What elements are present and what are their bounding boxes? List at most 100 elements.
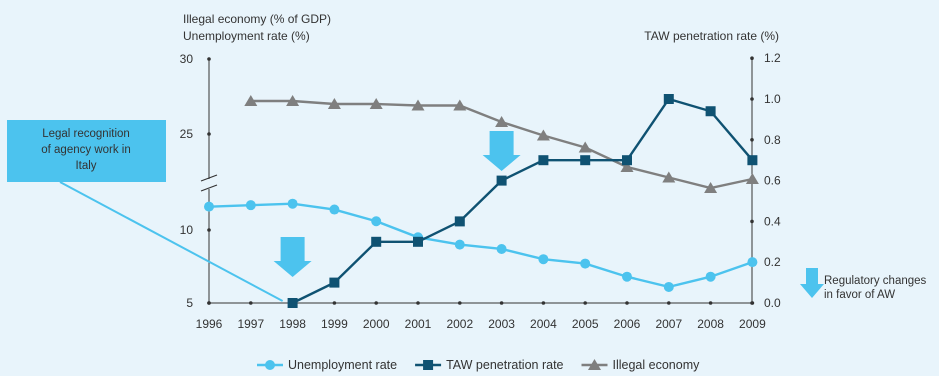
right-tick-label: 0.6 bbox=[764, 174, 781, 188]
left-axis-title-2: Unemployment rate (%) bbox=[183, 29, 310, 43]
regulatory-legend-text: in favor of AW bbox=[824, 289, 895, 301]
series-line bbox=[292, 97, 754, 305]
legend-swatch-marker bbox=[588, 359, 601, 370]
right-tick-mark bbox=[750, 97, 754, 101]
x-tick-label: 1996 bbox=[196, 317, 223, 331]
data-point bbox=[704, 182, 718, 193]
x-tick-mark bbox=[625, 301, 629, 305]
data-point bbox=[453, 99, 467, 111]
data-point bbox=[620, 161, 634, 172]
x-tick-label: 2001 bbox=[405, 317, 432, 331]
data-point bbox=[204, 201, 214, 212]
data-point bbox=[371, 236, 382, 247]
callout-text: of agency work in bbox=[41, 144, 131, 156]
x-tick-label: 2000 bbox=[363, 317, 390, 331]
x-tick-label: 1999 bbox=[321, 317, 348, 331]
data-point bbox=[622, 271, 632, 282]
data-point bbox=[245, 200, 256, 211]
x-tick-mark bbox=[374, 301, 379, 305]
x-tick-mark bbox=[499, 301, 504, 305]
data-point bbox=[287, 198, 298, 209]
legend-label: Illegal economy bbox=[613, 358, 701, 372]
data-point bbox=[287, 298, 298, 308]
data-point bbox=[413, 236, 423, 247]
x-tick-mark bbox=[750, 301, 755, 305]
x-tick-mark bbox=[332, 301, 337, 305]
x-tick-label: 2009 bbox=[739, 317, 766, 331]
data-point bbox=[454, 216, 465, 227]
data-point bbox=[369, 98, 383, 109]
data-point bbox=[329, 204, 340, 215]
data-point bbox=[329, 277, 340, 288]
data-point bbox=[286, 95, 300, 106]
right-tick-label: 1.2 bbox=[764, 51, 781, 65]
left-tick-label: 30 bbox=[180, 52, 194, 66]
data-point bbox=[371, 216, 382, 227]
data-point bbox=[705, 106, 716, 117]
x-tick-mark bbox=[708, 301, 713, 305]
data-point bbox=[244, 95, 258, 106]
right-tick-mark bbox=[750, 219, 754, 224]
legend-swatch-marker bbox=[265, 360, 275, 370]
regulatory-arrow-icon bbox=[273, 237, 312, 277]
data-point bbox=[327, 98, 341, 109]
data-point bbox=[495, 116, 509, 127]
x-tick-label: 2002 bbox=[446, 317, 473, 331]
data-point bbox=[536, 129, 550, 141]
left-tick-mark bbox=[207, 132, 211, 136]
data-point bbox=[705, 271, 716, 282]
x-tick-label: 2005 bbox=[572, 317, 599, 331]
x-tick-mark bbox=[458, 301, 462, 305]
x-tick-mark bbox=[249, 301, 253, 305]
data-point bbox=[745, 173, 759, 184]
x-tick-label: 2007 bbox=[655, 317, 682, 331]
callout-text: Italy bbox=[75, 160, 96, 172]
right-tick-mark bbox=[750, 138, 754, 142]
right-tick-label: 0.8 bbox=[764, 133, 781, 147]
data-point bbox=[578, 141, 592, 153]
regulatory-arrow-icon bbox=[482, 131, 521, 171]
data-point bbox=[622, 155, 632, 166]
data-point bbox=[496, 243, 507, 254]
data-point bbox=[663, 281, 674, 292]
x-tick-mark bbox=[416, 301, 420, 305]
callout-box bbox=[7, 120, 166, 182]
axis-break-mark bbox=[200, 174, 218, 182]
left-tick-mark bbox=[207, 228, 211, 232]
regulatory-legend-text: Regulatory changes bbox=[824, 275, 927, 287]
x-tick-mark bbox=[667, 301, 671, 305]
right-tick-label: 1.0 bbox=[764, 92, 781, 106]
x-tick-label: 2006 bbox=[614, 317, 641, 331]
legend-label: TAW penetration rate bbox=[446, 358, 563, 372]
annotations-group: Legal recognition of agency work in Italy R… bbox=[7, 120, 927, 302]
axis-break-mark bbox=[200, 184, 218, 192]
data-point bbox=[580, 155, 591, 166]
data-point bbox=[538, 155, 549, 166]
x-tick-label: 2008 bbox=[697, 317, 724, 331]
x-tick-mark bbox=[541, 301, 546, 305]
data-point bbox=[454, 239, 465, 250]
data-point bbox=[663, 94, 674, 104]
left-tick-label: 5 bbox=[186, 296, 193, 310]
left-tick-mark bbox=[207, 57, 211, 61]
data-point bbox=[580, 258, 591, 269]
data-point bbox=[747, 257, 758, 268]
right-axis-title: TAW penetration rate (%) bbox=[644, 29, 779, 43]
callout-text: Legal recognition bbox=[42, 128, 130, 140]
left-axis-title-1: Illegal economy (% of GDP) bbox=[183, 12, 331, 26]
x-tick-label: 1998 bbox=[279, 317, 306, 331]
legend-swatch-marker bbox=[423, 360, 434, 370]
series-group bbox=[204, 94, 759, 308]
data-point bbox=[747, 155, 758, 166]
right-tick-label: 0.4 bbox=[764, 214, 781, 228]
data-point bbox=[538, 254, 549, 265]
data-point bbox=[496, 175, 507, 186]
x-tick-label: 2004 bbox=[530, 317, 557, 331]
x-tick-label: 1997 bbox=[237, 317, 264, 331]
left-tick-label: 10 bbox=[180, 223, 194, 237]
data-point bbox=[411, 99, 425, 111]
axes-group: 30 25 10 5 1.2 1.0 0.8 0.6 0.4 0.2 0.0 1996 1997 1998… bbox=[180, 51, 781, 331]
left-tick-label: 25 bbox=[180, 127, 194, 141]
x-tick-mark bbox=[207, 301, 211, 305]
